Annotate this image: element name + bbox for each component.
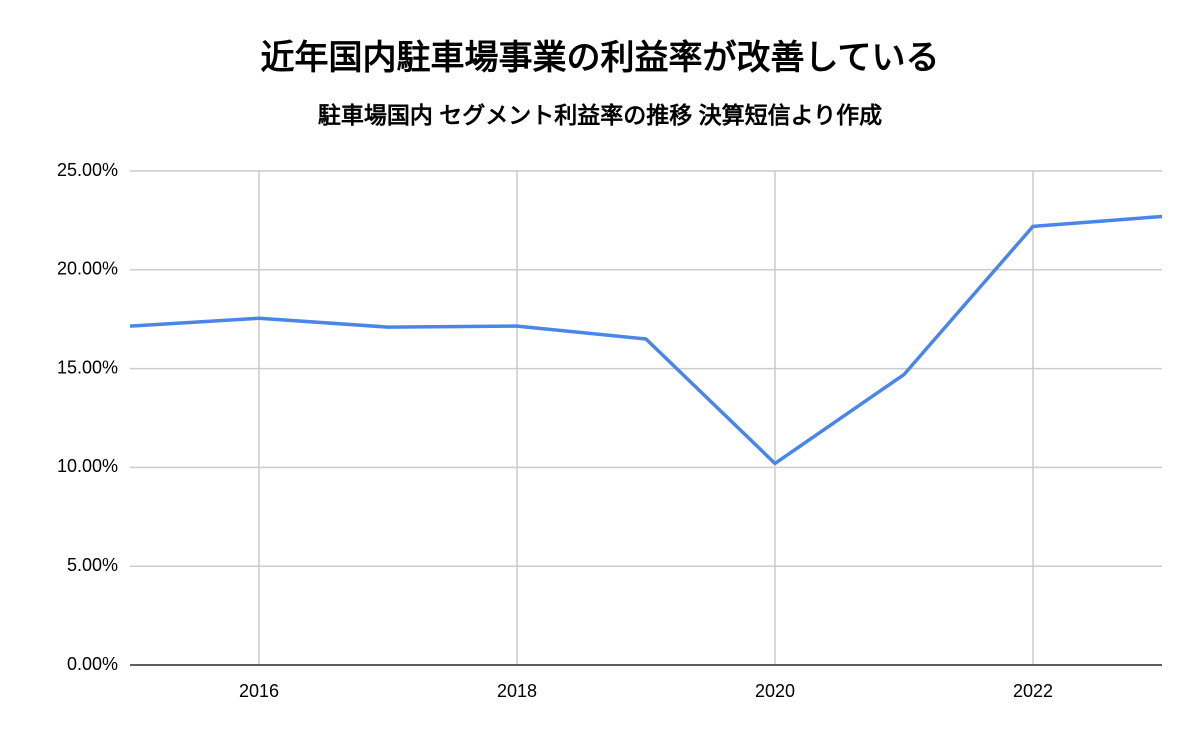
y-tick-label: 25.00% — [57, 160, 118, 180]
x-tick-label: 2022 — [1013, 681, 1053, 701]
chart-subtitle: 駐車場国内 セグメント利益率の推移 決算短信より作成 — [318, 102, 882, 128]
x-tick-label: 2018 — [497, 681, 537, 701]
y-tick-label: 10.00% — [57, 456, 118, 476]
y-tick-label: 0.00% — [67, 654, 118, 674]
y-tick-label: 15.00% — [57, 357, 118, 377]
data-line — [129, 214, 1163, 466]
y-tick-label: 5.00% — [67, 555, 118, 575]
x-tick-label: 2020 — [755, 681, 795, 701]
x-tick-label: 2016 — [239, 681, 279, 701]
chart-title: 近年国内駐車場事業の利益率が改善している — [261, 39, 940, 77]
y-tick-label: 20.00% — [57, 259, 118, 279]
